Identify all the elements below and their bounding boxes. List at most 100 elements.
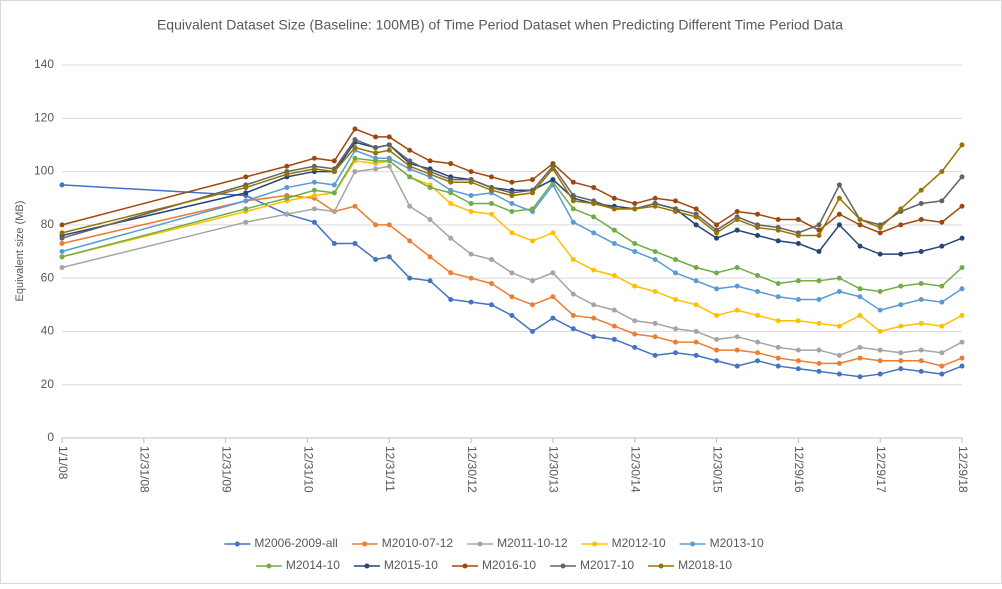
data-point [509, 201, 515, 207]
data-point [488, 187, 494, 193]
data-point [530, 328, 536, 334]
data-point [59, 222, 65, 228]
legend-label: M2011-10-12 [497, 536, 568, 550]
data-point [243, 206, 249, 212]
data-point [530, 190, 536, 196]
data-point [488, 174, 494, 180]
data-point [857, 312, 863, 318]
data-point [632, 249, 638, 254]
data-point [591, 302, 597, 308]
data-point [673, 350, 679, 356]
data-point [652, 320, 658, 326]
data-point [673, 339, 679, 345]
data-point [632, 283, 638, 289]
data-point [448, 161, 454, 167]
data-point [816, 233, 822, 239]
x-tick-label: 12/30/15 [710, 446, 724, 493]
series-line [61, 194, 963, 367]
legend-item: M2013-10 [679, 536, 764, 550]
data-point [836, 211, 842, 217]
x-tick-label: 12/31/08 [138, 446, 152, 493]
data-point [795, 366, 801, 372]
data-point [898, 302, 904, 308]
data-point [755, 211, 761, 217]
data-point [877, 230, 883, 236]
data-point [59, 241, 65, 247]
data-point [714, 336, 720, 342]
data-point [550, 177, 556, 183]
data-point [734, 227, 740, 233]
data-point [734, 264, 740, 270]
x-tick-label: 12/31/09 [219, 446, 233, 493]
data-point [468, 201, 474, 207]
data-point [311, 179, 317, 185]
data-point [755, 225, 761, 231]
data-point [693, 214, 699, 220]
data-point [755, 339, 761, 345]
data-point [530, 206, 536, 212]
legend-label: M2015-10 [384, 558, 438, 572]
data-point [816, 360, 822, 366]
data-point [448, 179, 454, 185]
x-tick-label: 12/29/16 [792, 446, 806, 493]
data-point [714, 286, 720, 292]
legend-label: M2014-10 [286, 558, 340, 572]
data-point [570, 198, 576, 204]
data-point [386, 147, 392, 153]
data-point [795, 241, 801, 247]
data-point [918, 280, 924, 286]
data-point [898, 323, 904, 329]
legend-marker [362, 541, 368, 547]
data-point [795, 278, 801, 284]
legend-label: M2017-10 [580, 558, 634, 572]
legend-marker [690, 541, 696, 547]
data-point [795, 358, 801, 364]
data-point [939, 243, 945, 249]
data-point [755, 312, 761, 318]
data-point [386, 142, 392, 148]
legend-marker [364, 563, 370, 569]
data-point [734, 283, 740, 289]
data-point [939, 283, 945, 289]
data-point [755, 288, 761, 294]
data-point [373, 166, 379, 172]
legend-item: M2010-07-12 [351, 536, 453, 550]
data-point [836, 371, 842, 377]
data-point [407, 174, 413, 180]
data-point [918, 320, 924, 326]
data-point [373, 256, 379, 262]
data-point [509, 294, 515, 300]
legend-item: M2017-10 [550, 558, 634, 572]
data-point [959, 286, 965, 292]
data-point [775, 355, 781, 361]
data-point [857, 243, 863, 249]
data-point [509, 179, 515, 185]
data-point [816, 296, 822, 302]
data-point [734, 334, 740, 340]
x-tick-label: 12/30/14 [629, 446, 643, 493]
data-point [755, 272, 761, 278]
series-line [61, 184, 963, 378]
data-point [570, 179, 576, 185]
data-point [755, 350, 761, 356]
data-point [959, 174, 965, 180]
data-point [816, 227, 822, 233]
data-point [918, 347, 924, 353]
data-point [632, 344, 638, 350]
x-tick-label: 12/29/18 [956, 446, 970, 493]
legend-item: M2012-10 [581, 536, 666, 550]
data-point [939, 363, 945, 369]
data-point [331, 169, 337, 175]
data-point [331, 182, 337, 188]
data-point [734, 217, 740, 223]
data-point [857, 374, 863, 380]
data-point [373, 150, 379, 156]
data-point [611, 241, 617, 247]
legend-label: M2013-10 [710, 536, 764, 550]
x-tick-label: 1/1/08 [56, 446, 70, 480]
legend-marker [592, 541, 598, 547]
data-point [488, 280, 494, 286]
data-point [468, 179, 474, 185]
data-point [918, 296, 924, 302]
